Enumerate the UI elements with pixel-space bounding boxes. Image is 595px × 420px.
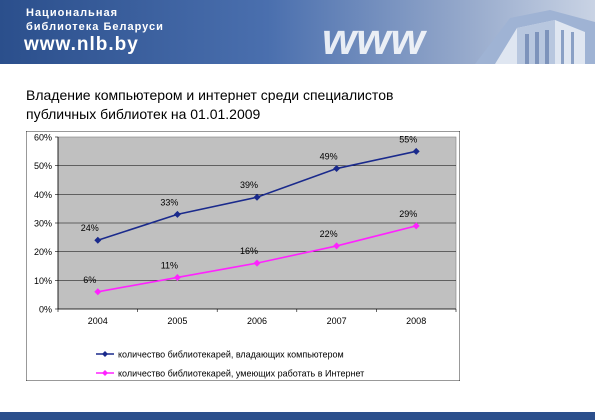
data-label: 16% xyxy=(240,246,258,256)
data-point xyxy=(412,222,420,230)
series-layer: 24% 33% 39% 49% 55% 6% 11% 16% 22% 29% xyxy=(81,134,420,296)
legend-label: количество библиотекарей, умеющих работа… xyxy=(118,369,364,379)
www-logo-text: www xyxy=(322,15,427,62)
slide-title: Владение компьютером и интернет среди сп… xyxy=(26,86,546,124)
x-tick-label: 2005 xyxy=(167,316,187,326)
x-axis-ticks: 2004 2005 2006 2007 2008 xyxy=(57,308,457,326)
site-url[interactable]: www.nlb.by xyxy=(24,34,139,55)
data-point xyxy=(333,242,341,250)
legend-label: количество библиотекарей, владающих комп… xyxy=(118,350,344,360)
y-axis-ticks: 0% 10% 20% 30% 40% 50% 60% xyxy=(34,133,59,315)
y-tick-label: 20% xyxy=(34,247,52,257)
y-tick-label: 10% xyxy=(34,276,52,286)
legend: количество библиотекарей, владающих комп… xyxy=(96,350,364,379)
data-label: 33% xyxy=(160,197,178,207)
line-chart: 0%10%20%30%40%50%60% 2004 2005 2006 2007 200… xyxy=(26,131,460,381)
data-label: 49% xyxy=(320,152,338,162)
data-label: 55% xyxy=(399,134,417,144)
banner-title-line1: Национальная xyxy=(26,7,118,19)
data-label: 22% xyxy=(320,229,338,239)
x-tick-label: 2008 xyxy=(406,316,426,326)
y-tick-label: 30% xyxy=(34,219,52,229)
banner-title-line2: библиотека Беларуси xyxy=(26,21,164,33)
library-building-image xyxy=(475,10,595,64)
legend-marker xyxy=(102,351,108,357)
data-label: 11% xyxy=(161,260,178,270)
data-point xyxy=(173,273,181,281)
data-label: 24% xyxy=(81,223,99,233)
slide-title-line1: Владение компьютером и интернет среди сп… xyxy=(26,87,394,103)
legend-marker xyxy=(102,370,108,376)
y-tick-label: 60% xyxy=(34,133,52,143)
data-point xyxy=(333,165,341,173)
x-tick-label: 2007 xyxy=(327,316,347,326)
x-tick-label: 2006 xyxy=(247,316,267,326)
header-banner: Национальная библиотека Беларуси www.nlb… xyxy=(0,0,595,64)
y-tick-label: 0% xyxy=(39,305,52,315)
y-tick-label: 40% xyxy=(34,190,52,200)
data-point xyxy=(253,259,261,267)
www-logo: www xyxy=(322,15,427,62)
slide-title-line2: публичных библиотек на 01.01.2009 xyxy=(26,106,261,122)
y-tick-label: 50% xyxy=(34,161,52,171)
data-point xyxy=(412,147,420,155)
x-tick-label: 2004 xyxy=(88,316,108,326)
data-label: 39% xyxy=(240,180,258,190)
footer-bar xyxy=(0,412,595,420)
data-point xyxy=(173,210,181,218)
data-point xyxy=(253,193,261,201)
data-point xyxy=(94,236,102,244)
data-point xyxy=(94,288,102,296)
data-label: 6% xyxy=(83,275,96,285)
data-label: 29% xyxy=(399,209,417,219)
